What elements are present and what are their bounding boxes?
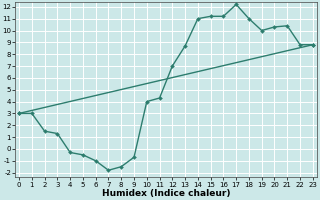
X-axis label: Humidex (Indice chaleur): Humidex (Indice chaleur): [102, 189, 230, 198]
